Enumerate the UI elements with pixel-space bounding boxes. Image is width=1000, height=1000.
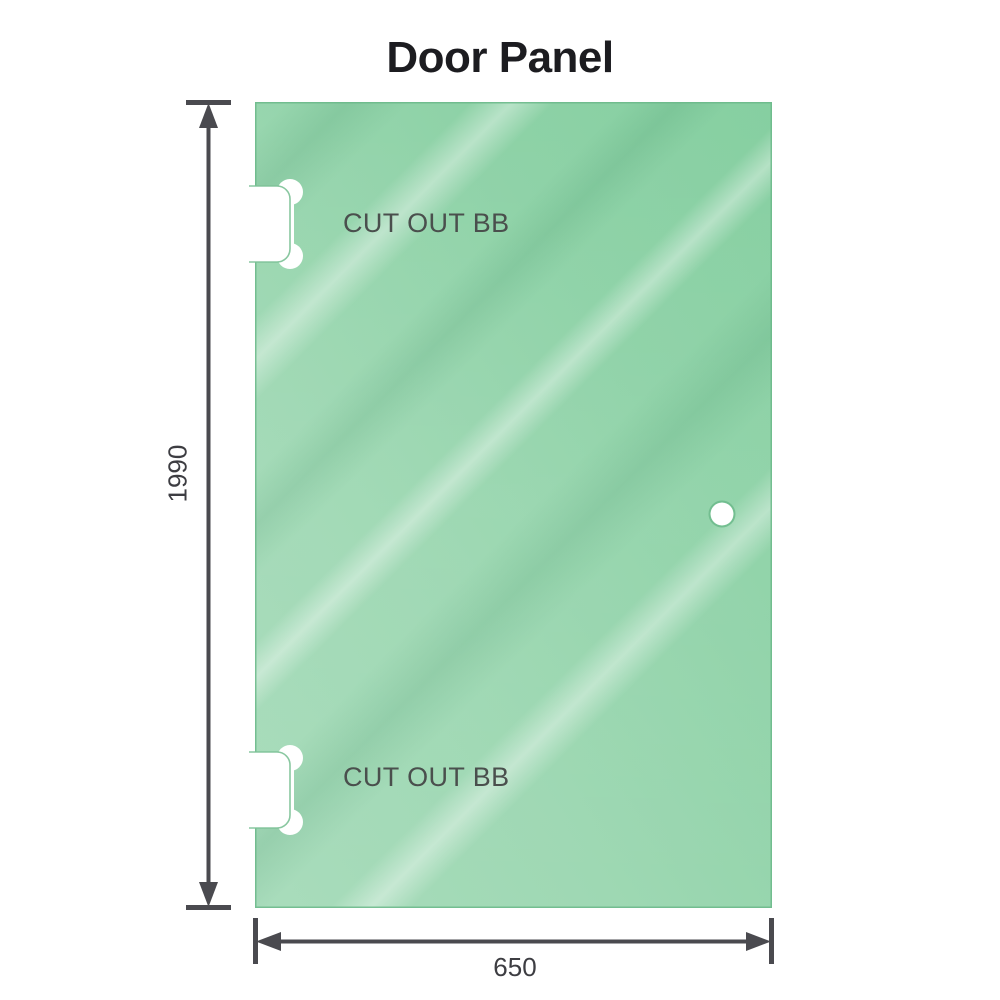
dimension-width-label: 650 — [493, 952, 537, 982]
dimension-height-label: 1990 — [162, 444, 193, 503]
arrowhead-right-icon — [746, 932, 771, 951]
arrowhead-up-icon — [199, 103, 218, 128]
arrowhead-left-icon — [256, 932, 281, 951]
cutout-label-top: CUT OUT BB — [343, 208, 510, 238]
dimension-height — [186, 100, 231, 910]
cutout-label-bottom: CUT OUT BB — [343, 762, 510, 792]
arrowhead-down-icon — [199, 882, 218, 907]
cutout-outlines — [249, 185, 736, 829]
page-title: Door Panel — [386, 33, 614, 82]
dimension-width — [253, 918, 774, 964]
